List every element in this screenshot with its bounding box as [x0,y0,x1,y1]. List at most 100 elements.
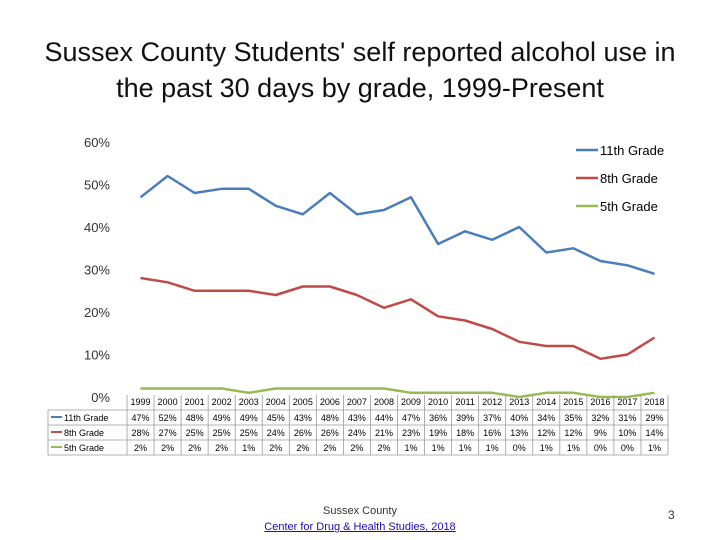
table-cell: 52% [159,413,177,423]
x-tick-label: 2016 [590,397,610,407]
table-cell: 2% [188,443,201,453]
table-cell: 25% [186,428,204,438]
x-tick-label: 2009 [401,397,421,407]
table-cell: 31% [618,413,636,423]
series-line-11th-grade [139,174,655,275]
table-cell: 18% [456,428,474,438]
series-line-5th-grade [140,387,655,399]
x-tick-label: 2018 [644,397,664,407]
table-cell: 23% [402,428,420,438]
table-cell: 24% [267,428,285,438]
table-cell: 1% [540,443,553,453]
table-cell: 39% [456,413,474,423]
table-cell: 1% [242,443,255,453]
table-cell: 1% [405,443,418,453]
table-cell: 37% [483,413,501,423]
x-tick-label: 2001 [185,397,205,407]
table-cell: 26% [321,428,339,438]
x-tick-label: 2007 [347,397,367,407]
table-cell: 49% [213,413,231,423]
table-cell: 1% [648,443,661,453]
x-tick-label: 2005 [293,397,313,407]
table-row-header: 5th Grade [64,443,104,453]
x-tick-label: 2003 [239,397,259,407]
table-cell: 1% [432,443,445,453]
x-tick-label: 2000 [158,397,178,407]
x-tick-label: 2010 [428,397,448,407]
y-tick-label: 50% [84,178,110,193]
table-cell: 36% [429,413,447,423]
y-tick-label: 40% [84,220,110,235]
table-cell: 43% [294,413,312,423]
x-tick-label: 1999 [131,397,151,407]
table-cell: 12% [564,428,582,438]
table-cell: 10% [618,428,636,438]
x-tick-label: 2013 [509,397,529,407]
table-cell: 28% [132,428,150,438]
table-cell: 0% [513,443,526,453]
table-cell: 40% [510,413,528,423]
x-tick-label: 2011 [455,397,474,407]
table-cell: 2% [161,443,174,453]
table-cell: 9% [594,428,607,438]
table-cell: 2% [323,443,336,453]
table-row-header: 8th Grade [64,428,104,438]
table-cell: 13% [510,428,528,438]
y-tick-label: 0% [91,390,110,405]
table-cell: 25% [213,428,231,438]
y-tick-label: 20% [84,305,110,320]
x-tick-label: 2006 [320,397,340,407]
x-tick-label: 2017 [617,397,637,407]
table-cell: 32% [591,413,609,423]
table-cell: 14% [645,428,663,438]
table-cell: 29% [645,413,663,423]
table-cell: 45% [267,413,285,423]
y-tick-label: 10% [84,348,110,363]
x-tick-label: 2008 [374,397,394,407]
table-cell: 43% [348,413,366,423]
table-cell: 26% [294,428,312,438]
table-cell: 48% [186,413,204,423]
page-number: 3 [668,508,675,522]
table-cell: 1% [567,443,580,453]
table-cell: 34% [537,413,555,423]
table-cell: 25% [240,428,258,438]
x-tick-label: 2014 [536,397,556,407]
y-tick-label: 60% [84,135,110,150]
table-row-header: 11th Grade [64,413,108,423]
slide-title-line-2: the past 30 days by grade, 1999-Present [116,73,604,103]
x-tick-label: 2002 [212,397,232,407]
table-cell: 1% [486,443,499,453]
slide-footer: Sussex County Center for Drug & Health S… [0,505,720,533]
table-cell: 21% [375,428,393,438]
x-tick-label: 2004 [266,397,286,407]
table-cell: 12% [537,428,555,438]
table-cell: 27% [159,428,177,438]
table-cell: 0% [621,443,634,453]
table-cell: 1% [459,443,472,453]
footer-source: Sussex County [323,505,397,517]
table-cell: 47% [402,413,420,423]
legend-label: 11th Grade [600,143,664,158]
table-cell: 2% [134,443,147,453]
table-cell: 2% [296,443,309,453]
series-line-8th-grade [140,276,656,361]
table-cell: 35% [564,413,582,423]
table-cell: 2% [215,443,228,453]
x-tick-label: 2012 [482,397,502,407]
table-cell: 48% [321,413,339,423]
table-cell: 24% [348,428,366,438]
table-cell: 19% [429,428,447,438]
legend-label: 8th Grade [600,171,658,186]
table-cell: 49% [240,413,258,423]
table-cell: 47% [132,413,150,423]
y-tick-label: 30% [84,263,110,278]
table-cell: 44% [375,413,393,423]
table-cell: 0% [594,443,607,453]
table-cell: 2% [269,443,282,453]
table-cell: 16% [483,428,501,438]
slide-title: Sussex County Students' self reported al… [20,34,700,106]
legend-label: 5th Grade [600,199,658,214]
footer-source-link[interactable]: Center for Drug & Health Studies, 2018 [264,521,456,533]
